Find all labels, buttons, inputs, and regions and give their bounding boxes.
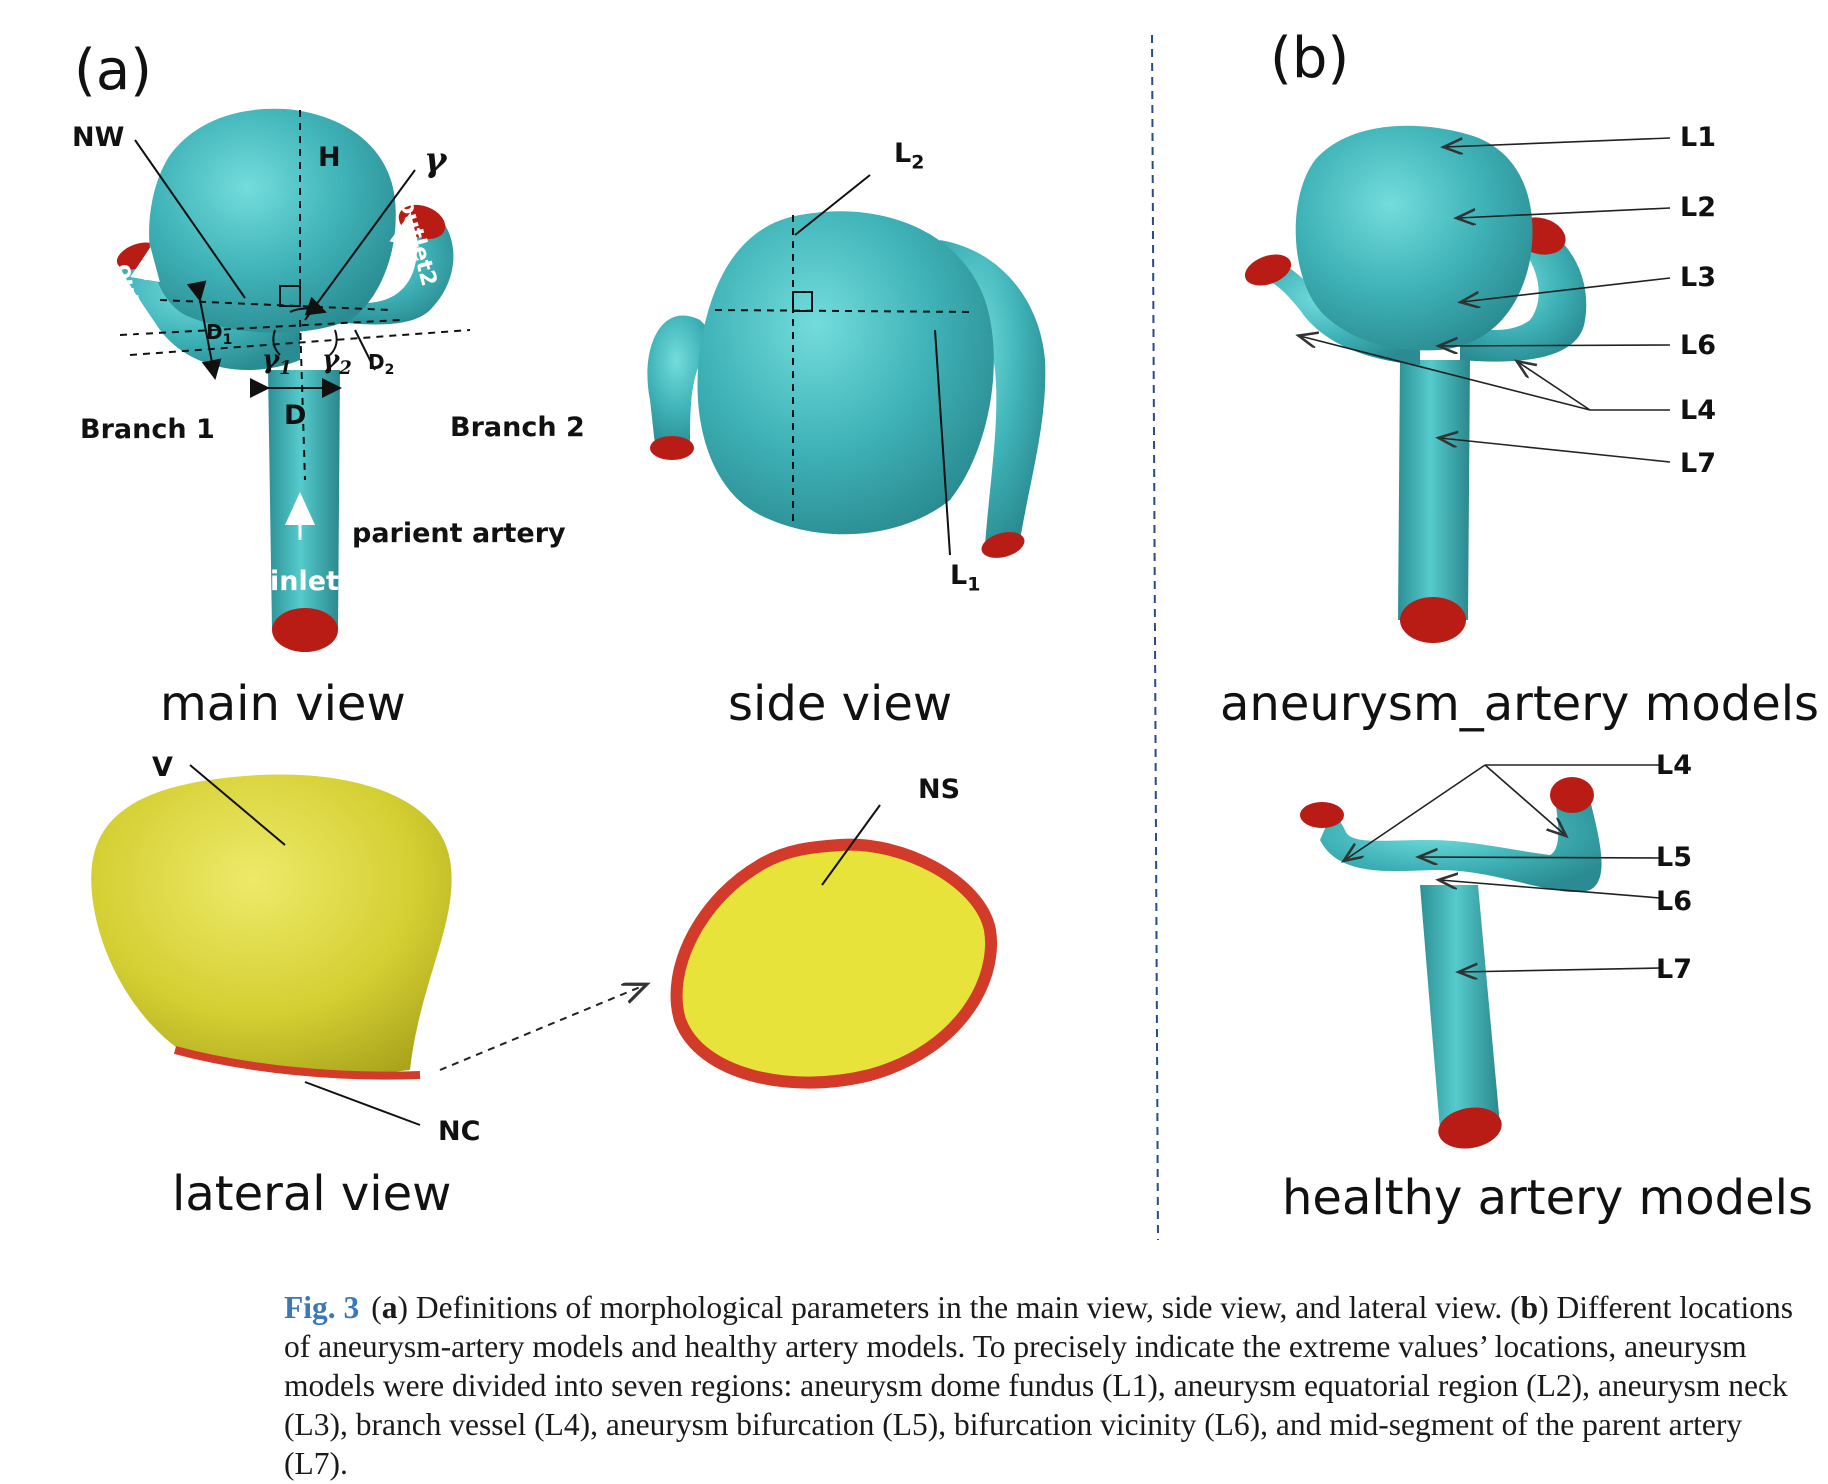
side-outlet-right bbox=[981, 532, 1025, 558]
neck-curve bbox=[173, 1046, 421, 1080]
ha-outlet-right bbox=[1550, 777, 1594, 813]
label-ns: NS bbox=[918, 774, 961, 805]
label-aa-l4: L4 bbox=[1680, 395, 1716, 426]
label-gamma2: γ2 bbox=[322, 345, 352, 380]
aa-dome bbox=[1295, 125, 1533, 351]
title-aneurysm-models: aneurysm_artery models bbox=[1220, 676, 1820, 732]
title-main-view: main view bbox=[160, 676, 406, 732]
label-aa-l7: L7 bbox=[1680, 448, 1716, 479]
figure: (a) (b) NW H γ outlet1 outlet2 D1 D2 γ1 … bbox=[72, 26, 1820, 1241]
label-l2-side: L2 bbox=[894, 138, 925, 174]
label-aa-l1: L1 bbox=[1680, 122, 1716, 153]
panel-divider bbox=[1151, 34, 1159, 1241]
label-branch2: Branch 2 bbox=[450, 412, 585, 443]
aa-inlet bbox=[1400, 597, 1466, 643]
ha-outlet-left bbox=[1300, 802, 1344, 828]
side-view-model bbox=[647, 174, 1046, 558]
label-ha-l7: L7 bbox=[1656, 954, 1692, 985]
label-d1: D1 bbox=[206, 320, 233, 348]
panel-label-b: (b) bbox=[1270, 26, 1350, 91]
title-side-view: side view bbox=[728, 676, 953, 732]
aneurysm-dome bbox=[149, 108, 396, 333]
label-aa-l6: L6 bbox=[1680, 330, 1716, 361]
lateral-view-model bbox=[91, 764, 997, 1126]
label-d: D bbox=[284, 400, 307, 431]
main-view-model bbox=[116, 108, 471, 652]
label-aa-l3: L3 bbox=[1680, 262, 1716, 293]
healthy-artery-model bbox=[1300, 764, 1661, 1149]
label-inlet: inlet bbox=[270, 566, 339, 597]
side-dome bbox=[697, 211, 994, 535]
label-v: V bbox=[152, 752, 173, 783]
title-lateral-view: lateral view bbox=[172, 1166, 452, 1222]
label-branch1: Branch 1 bbox=[80, 414, 215, 445]
side-outlet-left bbox=[650, 436, 694, 460]
label-gamma: γ bbox=[424, 140, 447, 180]
inlet-cap bbox=[272, 608, 338, 652]
label-ha-l5: L5 bbox=[1656, 842, 1692, 873]
panel-label-a: (a) bbox=[74, 38, 153, 103]
label-l1-side: L1 bbox=[950, 560, 981, 596]
aa-outlet-left bbox=[1244, 254, 1292, 286]
label-d2: D2 bbox=[368, 350, 395, 378]
caption-fig-label: Fig. 3 bbox=[284, 1290, 360, 1325]
label-gamma1: γ1 bbox=[262, 345, 292, 380]
neck-surface bbox=[670, 838, 997, 1089]
aneurysm-artery-model bbox=[1244, 125, 1671, 643]
figure-graphics bbox=[91, 34, 1671, 1241]
aneurysm-volume bbox=[91, 774, 452, 1075]
label-aa-l2: L2 bbox=[1680, 192, 1716, 223]
label-nc: NC bbox=[438, 1116, 481, 1147]
label-h: H bbox=[318, 142, 341, 173]
label-nw: NW bbox=[72, 122, 125, 153]
figure-caption: Fig. 3 (a) Definitions of morphological p… bbox=[284, 1290, 1794, 1481]
label-ha-l6: L6 bbox=[1656, 886, 1692, 917]
label-ha-l4: L4 bbox=[1656, 750, 1692, 781]
ha-inlet bbox=[1438, 1107, 1502, 1149]
title-healthy-models: healthy artery models bbox=[1282, 1170, 1813, 1226]
label-parient-artery: parient artery bbox=[352, 518, 566, 549]
